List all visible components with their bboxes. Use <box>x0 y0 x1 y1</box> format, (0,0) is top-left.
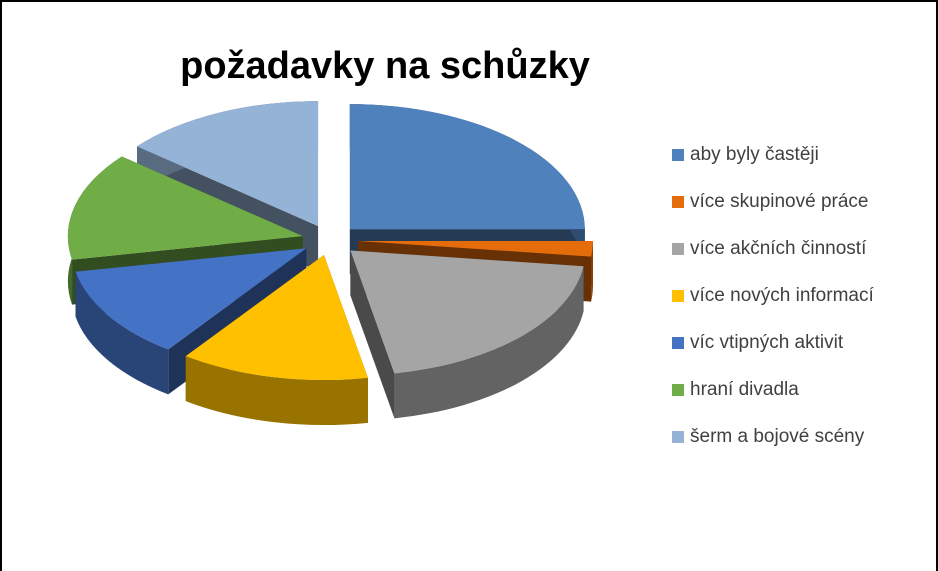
legend-swatch <box>672 243 684 255</box>
legend-label: více skupinové práce <box>690 191 869 212</box>
slice-side <box>591 240 593 302</box>
legend-label: víc vtipných aktivit <box>690 332 844 353</box>
slice <box>137 101 319 227</box>
legend-label: více nových informací <box>690 285 874 306</box>
legend-swatch <box>672 384 684 396</box>
slice <box>67 156 303 260</box>
slice-side <box>350 250 395 419</box>
slice <box>185 255 368 381</box>
slice <box>349 104 585 230</box>
legend-swatch <box>672 431 684 443</box>
legend-label: aby byly častěji <box>690 144 819 165</box>
slice <box>75 248 307 350</box>
legend-label: hraní divadla <box>690 379 799 400</box>
legend-label: šerm a bojové scény <box>690 426 865 447</box>
slice-side <box>185 356 368 426</box>
slice-side <box>394 266 584 419</box>
slice <box>357 240 593 257</box>
legend-swatch <box>672 290 684 302</box>
legend-label: více akčních činností <box>690 238 867 259</box>
legend-swatch <box>672 337 684 349</box>
legend-swatch <box>672 196 684 208</box>
slice <box>185 255 368 426</box>
slice-side <box>75 271 169 395</box>
slice <box>350 250 584 374</box>
slice <box>350 250 584 419</box>
legend-swatch <box>672 149 684 161</box>
chart-title: požadavky na schůzky <box>180 45 590 87</box>
